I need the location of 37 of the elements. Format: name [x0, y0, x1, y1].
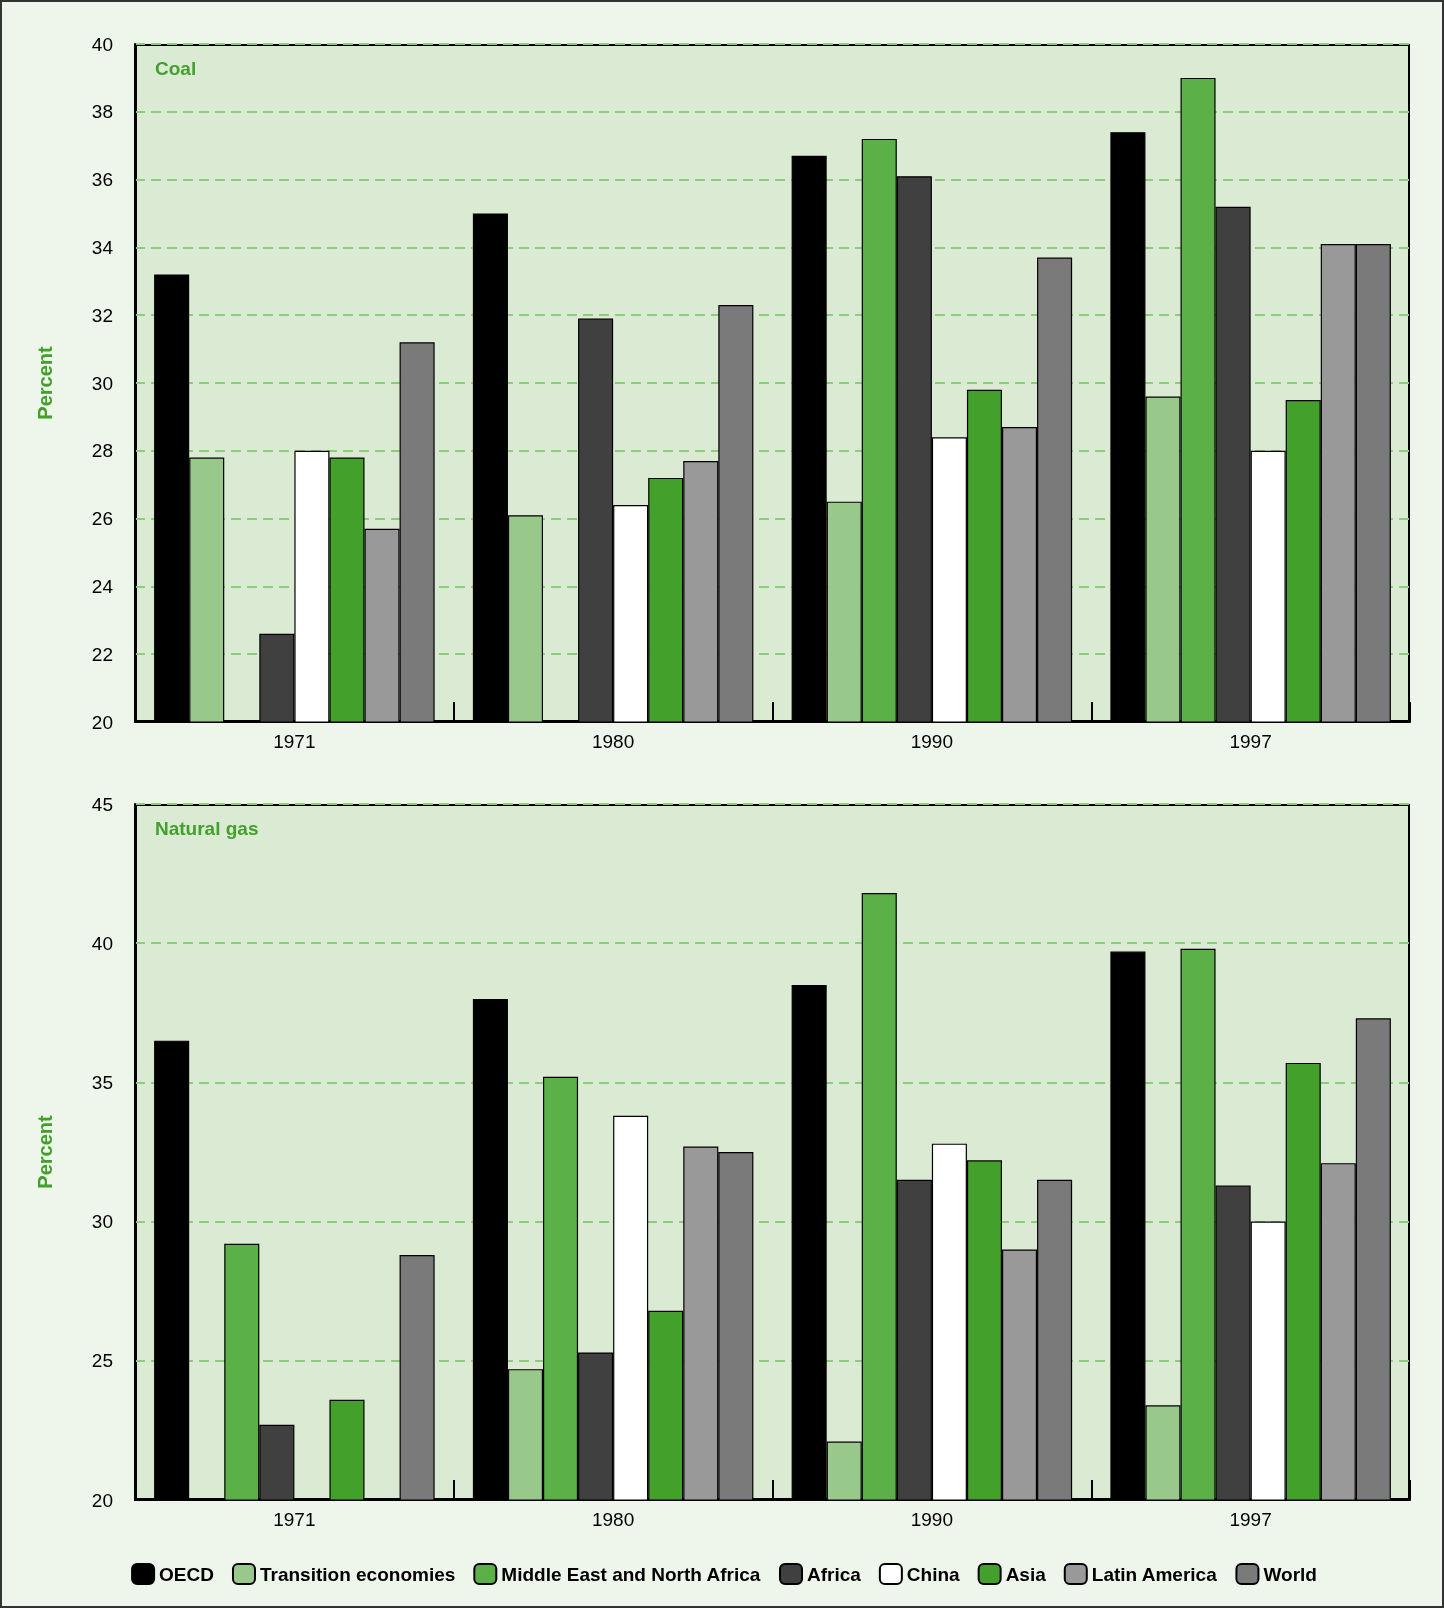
y-tick-label: 30 — [91, 1211, 113, 1233]
legend-label: Middle East and North Africa — [501, 1563, 761, 1585]
y-tick-label: 35 — [91, 1071, 113, 1093]
x-tick-label: 1971 — [273, 1509, 316, 1530]
y-axis-title: Percent — [34, 345, 56, 420]
y-tick-label: 40 — [91, 33, 113, 55]
y-tick-label: 20 — [91, 711, 113, 733]
legend-label: Latin America — [1091, 1563, 1218, 1585]
x-tick-label: 1980 — [591, 731, 635, 752]
y-tick-label: 32 — [91, 304, 113, 326]
legend-label: OECD — [159, 1563, 214, 1585]
y-tick-label: 22 — [91, 643, 113, 665]
y-tick-label: 26 — [91, 508, 113, 530]
text: Natural gas — [155, 818, 259, 839]
y-tick-label: 28 — [91, 440, 113, 462]
y-tick-label: 38 — [91, 101, 113, 123]
legend-label: Africa — [807, 1563, 862, 1585]
y-tick-label: 24 — [91, 575, 114, 597]
y-tick-label: 30 — [91, 372, 113, 394]
legend-label: Transition economies — [259, 1563, 456, 1585]
x-tick-label: 1990 — [910, 1509, 954, 1530]
legend-label: China — [906, 1563, 961, 1585]
y-tick-label: 34 — [91, 236, 114, 258]
y-tick-label: 25 — [91, 1350, 113, 1372]
x-tick-label: 1980 — [591, 1509, 635, 1530]
text: Coal — [155, 58, 197, 79]
x-tick-label: 1971 — [273, 731, 316, 752]
y-tick-label: 20 — [91, 1489, 113, 1511]
x-tick-label: 1997 — [1229, 731, 1272, 752]
legend-label: World — [1263, 1563, 1317, 1585]
y-tick-label: 45 — [91, 793, 113, 815]
legend-label: Asia — [1005, 1563, 1047, 1585]
x-tick-label: 1990 — [910, 731, 954, 752]
y-axis-title: Percent — [34, 1114, 56, 1189]
x-tick-label: 1997 — [1229, 1509, 1272, 1530]
y-tick-label: 36 — [91, 169, 113, 191]
y-tick-label: 40 — [91, 932, 113, 954]
